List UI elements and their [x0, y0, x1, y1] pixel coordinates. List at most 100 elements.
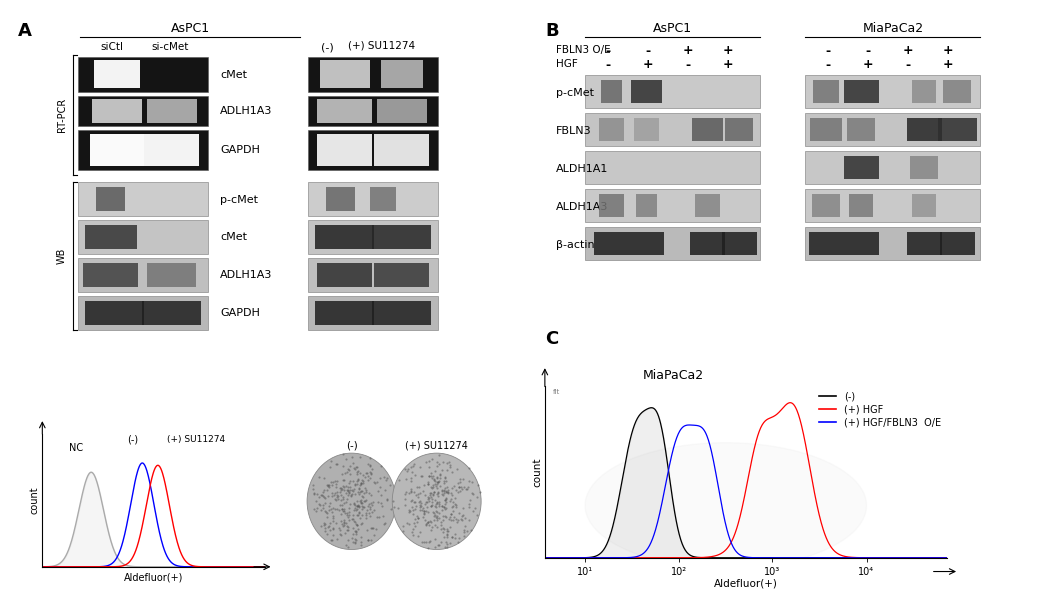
Point: [339, 522, 355, 531]
Point: [442, 460, 459, 470]
Point: [317, 507, 334, 516]
Bar: [843, 80, 878, 103]
Point: [421, 488, 438, 497]
Point: [397, 474, 414, 484]
Point: [442, 522, 459, 532]
Point: [390, 475, 407, 485]
Point: [449, 464, 466, 474]
Point: [363, 523, 380, 533]
Point: [403, 484, 420, 494]
Point: [328, 459, 345, 469]
Point: [416, 508, 433, 517]
Point: [426, 496, 443, 505]
Point: [463, 526, 480, 535]
Text: p-cMet: p-cMet: [220, 195, 258, 205]
Point: [369, 487, 386, 496]
Point: [427, 481, 444, 491]
Point: [325, 513, 342, 523]
Bar: [594, 232, 628, 255]
Point: [402, 507, 419, 516]
Point: [339, 508, 355, 517]
Point: [345, 514, 362, 523]
Point: [324, 480, 341, 490]
Point: [324, 488, 341, 497]
Point: [435, 490, 452, 500]
Point: [350, 501, 367, 511]
Bar: [315, 301, 373, 325]
Point: [411, 497, 427, 507]
Point: [321, 501, 338, 511]
Point: [385, 496, 402, 505]
Point: [354, 502, 371, 511]
Point: [335, 494, 352, 504]
Point: [322, 462, 339, 472]
Bar: [628, 232, 663, 255]
Point: [306, 488, 323, 498]
Point: [416, 509, 433, 519]
Point: [431, 508, 448, 518]
Point: [431, 513, 448, 522]
Point: [412, 502, 428, 512]
Point: [342, 469, 359, 479]
Point: [438, 497, 455, 507]
Point: [409, 511, 426, 520]
Point: [345, 484, 362, 494]
Point: [439, 485, 456, 495]
Point: [446, 493, 463, 503]
Point: [364, 507, 381, 516]
Point: [420, 472, 437, 481]
Text: -: -: [865, 45, 871, 57]
Point: [321, 518, 338, 528]
Point: [424, 489, 441, 499]
Point: [331, 505, 348, 515]
Bar: [84, 263, 138, 287]
Point: [386, 502, 403, 512]
Point: [345, 523, 362, 532]
Bar: [631, 80, 662, 103]
Point: [336, 475, 353, 485]
Bar: [690, 232, 725, 255]
Point: [330, 523, 347, 532]
Point: [425, 482, 442, 491]
Text: -: -: [825, 58, 831, 72]
Point: [445, 516, 462, 525]
Point: [353, 487, 370, 496]
Point: [351, 484, 368, 494]
Text: -: -: [906, 58, 911, 72]
Point: [351, 469, 368, 478]
Point: [442, 538, 459, 548]
Point: [314, 504, 331, 513]
Point: [346, 516, 363, 526]
Point: [327, 476, 344, 486]
Text: -: -: [686, 58, 691, 72]
Point: [341, 487, 358, 497]
Point: [422, 482, 439, 492]
Bar: [907, 118, 942, 141]
Point: [454, 474, 471, 484]
Point: [422, 471, 439, 481]
Point: [322, 498, 339, 508]
Bar: [78, 96, 208, 126]
Point: [326, 490, 343, 500]
Point: [348, 520, 365, 529]
Point: [348, 463, 365, 472]
Point: [373, 502, 390, 511]
Point: [427, 502, 444, 512]
Point: [433, 489, 450, 499]
Point: [335, 498, 352, 508]
Point: [340, 485, 357, 494]
Point: [308, 489, 325, 499]
Bar: [96, 187, 125, 211]
Point: [324, 530, 341, 540]
Point: [451, 482, 468, 492]
Point: [347, 479, 364, 489]
Point: [334, 449, 351, 459]
Point: [338, 518, 354, 528]
Point: [341, 488, 358, 497]
Point: [442, 496, 459, 505]
Point: [342, 461, 359, 471]
Point: [333, 520, 350, 529]
Point: [424, 508, 441, 517]
Point: [324, 491, 341, 501]
Point: [358, 513, 375, 522]
